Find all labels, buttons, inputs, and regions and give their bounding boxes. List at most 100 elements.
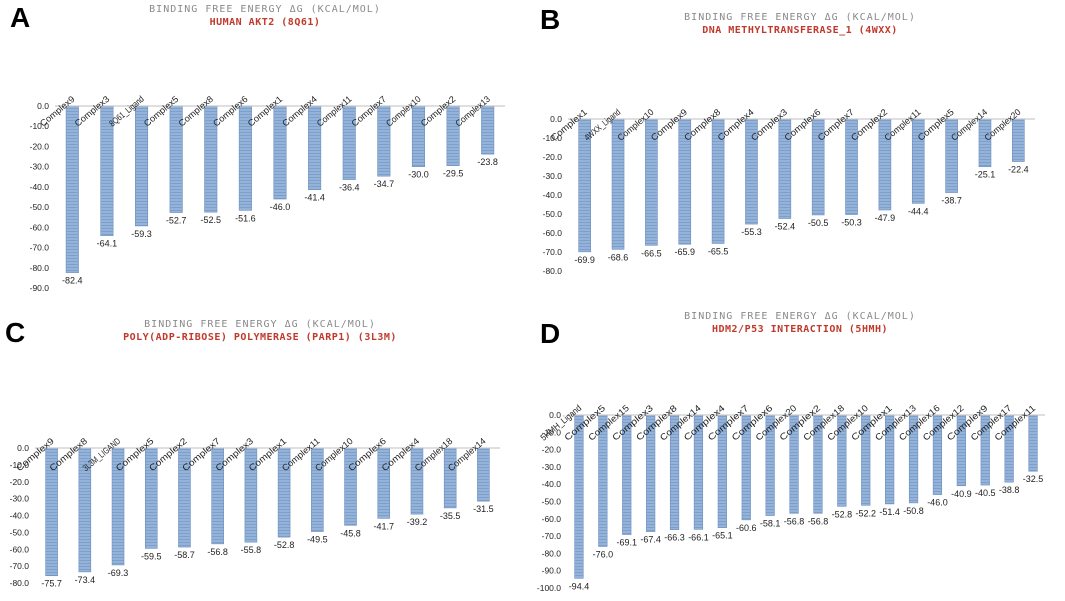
bar — [443, 447, 457, 509]
value-label: -75.7 — [41, 579, 62, 589]
bar — [1028, 414, 1038, 472]
bar-chart-b: 0.0 -10.0 -20.0 -30.0 -40.0 -50.0 -60.0 -70.0 -8… — [543, 107, 1035, 276]
value-label: -65.1 — [712, 531, 733, 541]
y-tick-label: 0.0 — [549, 410, 561, 420]
chart-subtitle: HUMAN AKT2 (8Q61) — [209, 17, 321, 28]
value-label: -68.6 — [608, 252, 629, 262]
value-label: -67.4 — [640, 535, 661, 545]
value-label: -36.4 — [339, 183, 360, 193]
value-label: -31.5 — [473, 504, 494, 514]
value-label: -65.5 — [708, 246, 729, 256]
y-tick-label: -30.0 — [543, 171, 563, 181]
value-label: -50.3 — [841, 218, 862, 228]
value-label: -69.3 — [108, 568, 129, 578]
y-tick-label: -50.0 — [10, 527, 30, 537]
y-tick-label: -70.0 — [542, 531, 562, 541]
value-label: -52.5 — [201, 215, 222, 225]
value-label: -82.4 — [62, 276, 83, 286]
y-tick-label: -10.0 — [10, 460, 30, 470]
bar — [574, 414, 584, 579]
y-tick-label: -20.0 — [30, 141, 50, 151]
value-label: -59.5 — [141, 551, 162, 561]
value-label: -38.7 — [941, 196, 962, 206]
y-tick-label: -40.0 — [10, 511, 30, 521]
chart-title: BINDING FREE ENERGY ΔG (KCAL/MOL) — [149, 4, 381, 15]
value-label: -25.1 — [975, 170, 996, 180]
y-tick-label: -80.0 — [10, 578, 30, 588]
value-label: -32.5 — [1023, 474, 1044, 484]
y-tick-label: -70.0 — [543, 247, 563, 257]
bar-chart-a: 0.0 -10.0 -20.0 -30.0 -40.0 -50.0 -60.0 -70.0 -8… — [30, 94, 505, 293]
panel-letter: A — [10, 2, 31, 33]
value-label: -66.1 — [688, 532, 709, 542]
value-label: -52.8 — [832, 509, 853, 519]
chart-panel-d: D BINDING FREE ENERGY ΔG (KCAL/MOL) HDM2… — [535, 305, 1065, 601]
value-label: -44.4 — [908, 206, 929, 216]
value-label: -59.3 — [131, 229, 152, 239]
value-label: -60.6 — [736, 523, 757, 533]
y-tick-label: -10.0 — [543, 133, 563, 143]
y-tick-label: -30.0 — [10, 494, 30, 504]
value-label: -40.5 — [975, 488, 996, 498]
y-tick-label: -80.0 — [543, 266, 563, 276]
bar — [1012, 118, 1025, 162]
value-label: -64.1 — [97, 239, 118, 249]
chart-title: BINDING FREE ENERGY ΔG (KCAL/MOL) — [144, 319, 376, 330]
value-label: -55.3 — [741, 227, 762, 237]
value-label: -52.2 — [855, 508, 876, 518]
y-tick-label: -10.0 — [542, 427, 562, 437]
bar — [481, 105, 495, 155]
y-tick-label: -80.0 — [542, 548, 562, 558]
value-label: -47.9 — [875, 213, 896, 223]
chart-title: BINDING FREE ENERGY ΔG (KCAL/MOL) — [684, 12, 916, 23]
value-label: -73.4 — [75, 575, 96, 585]
panel-letter: D — [540, 318, 561, 349]
y-tick-label: -20.0 — [543, 152, 563, 162]
y-tick-label: -60.0 — [30, 222, 50, 232]
y-tick-label: -90.0 — [30, 283, 50, 293]
value-label: -69.1 — [616, 538, 637, 548]
y-tick-label: -40.0 — [542, 479, 562, 489]
chart-panel-b: B BINDING FREE ENERGY ΔG (KCAL/MOL) DNA … — [535, 0, 1065, 300]
value-label: -66.5 — [641, 248, 662, 258]
y-tick-label: -10.0 — [30, 121, 50, 131]
value-label: -39.2 — [407, 517, 428, 527]
value-label: -22.4 — [1008, 165, 1029, 175]
y-tick-label: -100.0 — [537, 583, 561, 593]
bar — [411, 105, 425, 167]
value-label: -56.8 — [207, 547, 228, 557]
value-label: -52.7 — [166, 216, 187, 226]
chart-subtitle: POLY(ADP-RIBOSE) POLYMERASE (PARP1) (3L3… — [123, 332, 397, 343]
value-label: -58.7 — [174, 550, 195, 560]
y-tick-label: 0.0 — [37, 101, 49, 111]
y-tick-label: -60.0 — [10, 544, 30, 554]
value-label: -52.4 — [775, 222, 796, 232]
y-tick-label: -40.0 — [30, 182, 50, 192]
bar-chart-d: 0.0 -10.0 -20.0 -30.0 -40.0 -50.0 -60.0 -70.0 -8… — [537, 403, 1045, 593]
value-label: -23.8 — [477, 157, 498, 167]
bar — [65, 105, 79, 273]
value-label: -51.6 — [235, 213, 256, 223]
value-label: -51.4 — [879, 507, 900, 517]
bar — [978, 118, 992, 167]
bar — [477, 447, 490, 502]
value-label: -56.8 — [784, 516, 805, 526]
value-label: -40.9 — [951, 489, 972, 499]
value-label: -41.7 — [373, 521, 394, 531]
y-tick-label: -40.0 — [543, 190, 563, 200]
bar — [446, 105, 460, 166]
y-tick-label: 0.0 — [17, 443, 29, 453]
y-tick-label: -60.0 — [543, 228, 563, 238]
value-label: -30.0 — [408, 170, 429, 180]
value-label: -35.5 — [440, 511, 461, 521]
y-tick-label: -20.0 — [10, 477, 30, 487]
value-label: -52.8 — [274, 540, 295, 550]
y-tick-label: -20.0 — [542, 445, 562, 455]
panel-letter: C — [5, 317, 26, 348]
value-label: -46.0 — [270, 202, 291, 212]
y-tick-label: -80.0 — [30, 263, 50, 273]
y-tick-label: -50.0 — [30, 202, 50, 212]
y-tick-label: -30.0 — [542, 462, 562, 472]
value-label: -38.8 — [999, 485, 1020, 495]
y-tick-label: -90.0 — [542, 566, 562, 576]
